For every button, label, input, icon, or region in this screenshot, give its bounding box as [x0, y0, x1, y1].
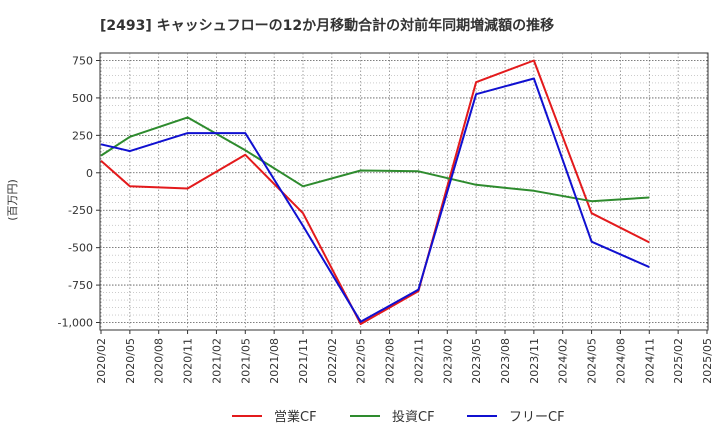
x-tick-label: 2024/05	[586, 338, 599, 384]
x-tick-label: 2022/11	[412, 338, 425, 384]
x-tick-label: 2023/02	[441, 338, 454, 384]
x-tick-label: 2020/08	[153, 338, 166, 384]
x-tick-label: 2023/05	[470, 338, 483, 384]
series-line	[100, 77, 650, 323]
series-lines	[100, 59, 650, 325]
x-tick-label: 2022/05	[355, 338, 368, 384]
y-tick-label: -250	[68, 204, 93, 217]
x-tick-label: 2021/08	[268, 338, 281, 384]
legend-label: 営業CF	[274, 409, 317, 425]
x-tick-label: 2021/11	[297, 338, 310, 384]
x-tick-label: 2024/02	[557, 338, 570, 384]
x-tick-label: 2024/08	[614, 338, 627, 384]
x-tick-label: 2022/02	[326, 338, 339, 384]
y-tick-label: -1,000	[58, 317, 93, 330]
y-tick-label: 750	[72, 54, 93, 67]
x-tick-label: 2023/08	[499, 338, 512, 384]
legend-item: フリーCF	[467, 410, 565, 425]
x-tick-label: 2024/11	[643, 338, 656, 384]
x-tick-label: 2020/05	[124, 338, 137, 384]
x-tick-label: 2020/11	[182, 338, 195, 384]
y-tick-label: 0	[86, 167, 93, 180]
x-tick-label: 2025/02	[672, 338, 685, 384]
y-axis-label: (百万円)	[6, 179, 19, 221]
x-tick-label: 2025/05	[701, 338, 714, 384]
y-tick-label: -500	[68, 242, 93, 255]
y-tick-label: -750	[68, 279, 93, 292]
x-tick-label: 2021/02	[210, 338, 223, 384]
x-tick-label: 2022/08	[384, 338, 397, 384]
plot-area	[99, 52, 709, 331]
legend-label: フリーCF	[509, 410, 565, 425]
x-tick-label: 2021/05	[239, 338, 252, 384]
legend-label: 投資CF	[392, 409, 435, 425]
x-axis: 2020/02 2020/05 2020/08 2020/11 2021/02 2021/…	[95, 330, 714, 384]
series-line	[100, 59, 650, 325]
x-tick-label: 2020/02	[95, 338, 108, 384]
x-tick-label: 2023/11	[528, 338, 541, 384]
y-axis: 750 500 250 0 -250 -500 -750 -1,000	[58, 54, 100, 330]
legend-item: 営業CF	[232, 409, 317, 425]
legend-item: 投資CF	[350, 409, 435, 425]
grid	[100, 53, 708, 330]
series-line	[100, 116, 650, 203]
y-tick-label: 500	[72, 92, 93, 105]
y-tick-label: 250	[72, 129, 93, 142]
legend: 営業CF 投資CF フリーCF	[232, 409, 565, 425]
chart-title: [2493] キャッシュフローの12か月移動合計の対前年同期増減額の推移	[100, 17, 554, 34]
